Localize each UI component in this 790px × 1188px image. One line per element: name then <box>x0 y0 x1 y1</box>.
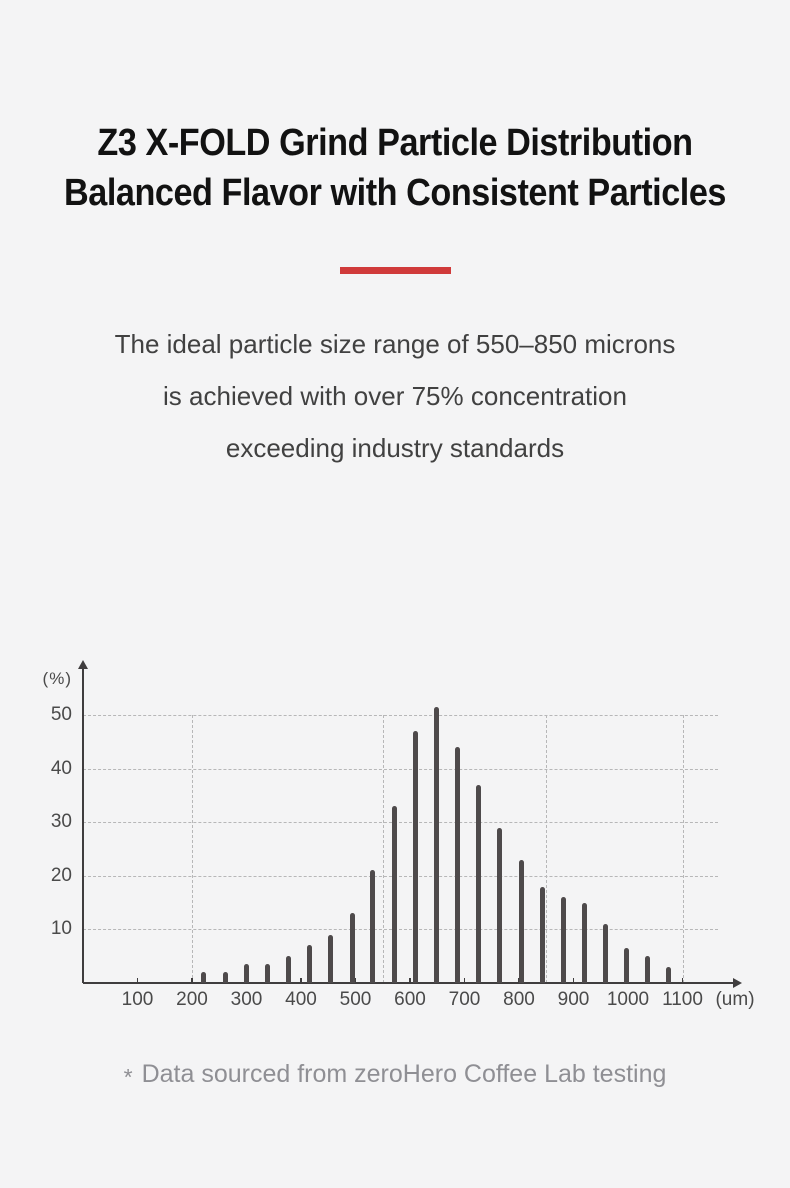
asterisk-icon: * <box>123 1064 133 1091</box>
y-tick-label: 50 <box>50 704 72 725</box>
bar <box>222 972 228 983</box>
subtitle-line-2: is achieved with over 75% concentration <box>163 381 627 411</box>
y-tick-label: 10 <box>50 918 72 940</box>
x-tick-label: 800 <box>503 989 535 1010</box>
bar <box>454 747 460 983</box>
gridline-horizontal <box>83 822 718 824</box>
footnote: * Data sourced from zeroHero Coffee Lab t… <box>0 1059 790 1091</box>
x-tick-label: 100 <box>121 989 154 1010</box>
bar <box>264 964 270 983</box>
bar <box>560 897 566 983</box>
x-tick-mark <box>463 978 466 983</box>
x-tick-mark <box>681 978 684 983</box>
x-tick-label: 1100 <box>662 989 703 1010</box>
x-tick-label: 300 <box>230 989 263 1010</box>
gridline-horizontal <box>83 929 718 931</box>
bar <box>624 948 630 983</box>
x-tick-label: 900 <box>557 989 590 1010</box>
title-line-2: Balanced Flavor with Consistent Particle… <box>64 172 726 214</box>
bar <box>476 784 482 983</box>
bar <box>307 945 313 983</box>
y-axis <box>82 668 84 983</box>
x-tick-mark <box>136 978 139 983</box>
x-axis-arrow <box>733 978 742 988</box>
footnote-text: Data sourced from zeroHero Coffee Lab te… <box>141 1060 667 1088</box>
gridline-vertical <box>192 715 193 983</box>
bar <box>349 913 355 983</box>
y-axis-arrow <box>78 660 88 669</box>
bar <box>581 902 587 983</box>
bar <box>285 956 291 983</box>
gridline-horizontal <box>83 768 718 770</box>
bar <box>412 731 418 983</box>
y-tick-label: 40 <box>50 757 72 779</box>
x-tick-label: 1000 <box>606 989 650 1010</box>
bar <box>666 966 672 983</box>
subtitle-line-1: The ideal particle size range of 550–850… <box>114 329 676 359</box>
title-line-1: Z3 X-FOLD Grind Particle Distribution <box>97 122 693 164</box>
x-tick-label: 500 <box>339 989 372 1010</box>
bar <box>201 972 207 983</box>
bar <box>497 827 503 983</box>
x-tick-label: 200 <box>176 989 208 1010</box>
bar <box>645 956 651 983</box>
bar <box>370 870 376 983</box>
subtitle-line-3: exceeding industry standards <box>225 433 565 463</box>
x-tick-label: 700 <box>448 989 481 1010</box>
y-tick-label: 30 <box>50 811 72 833</box>
x-axis <box>83 982 733 984</box>
gridline-horizontal <box>83 875 718 877</box>
red-divider <box>340 267 451 274</box>
x-tick-label: 600 <box>394 989 426 1010</box>
gridline-vertical <box>382 715 384 983</box>
gridline-vertical <box>682 715 684 983</box>
bar <box>518 859 524 983</box>
bar <box>328 934 334 983</box>
x-tick-mark <box>300 978 302 983</box>
gridline-horizontal <box>83 715 718 716</box>
gridline-vertical <box>546 715 548 983</box>
bar <box>244 964 249 983</box>
bar <box>391 806 397 983</box>
x-tick-mark <box>572 978 575 983</box>
bar <box>434 706 440 983</box>
x-tick-label: 400 <box>285 989 317 1010</box>
x-tick-mark <box>409 978 411 983</box>
x-tick-mark <box>354 978 357 983</box>
bar <box>539 886 545 983</box>
x-axis-unit-label: (um) <box>715 989 755 1010</box>
x-tick-mark <box>191 978 193 983</box>
subtitle: The ideal particle size range of 550–850… <box>0 318 790 474</box>
y-tick-label: 20 <box>50 864 72 886</box>
y-axis-unit-label: (%) <box>42 669 72 688</box>
bar <box>603 924 609 983</box>
page-title: Z3 X-FOLD Grind Particle Distribution Ba… <box>40 118 751 218</box>
